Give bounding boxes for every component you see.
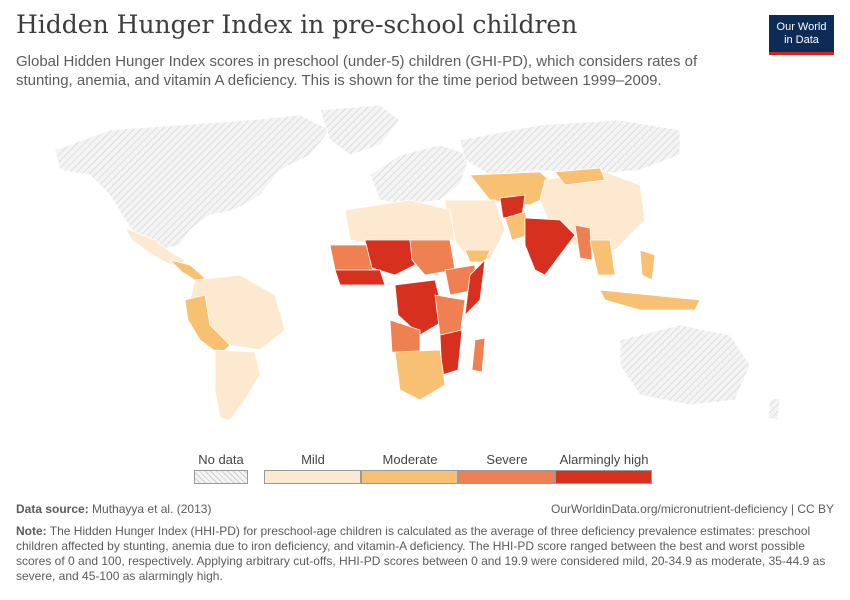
legend-swatch-moderate[interactable] (361, 470, 458, 484)
legend-label-moderate: Moderate (382, 452, 438, 467)
region-southern-africa[interactable] (394, 349, 446, 401)
legend-label-mild: Mild (301, 452, 325, 467)
region-central-america[interactable] (169, 259, 206, 283)
logo-line-1: Our World (776, 20, 827, 33)
chart-subtitle: Global Hidden Hunger Index scores in pre… (16, 53, 698, 89)
region-central-africa[interactable] (394, 279, 446, 336)
region-east-africa[interactable] (434, 294, 466, 336)
region-chad-sudan[interactable] (409, 239, 456, 276)
footnote: Note: The Hidden Hunger Index (HHI-PD) f… (16, 524, 834, 584)
region-indochina[interactable] (589, 239, 616, 276)
region-indonesia[interactable] (599, 289, 701, 311)
region-philippines[interactable] (639, 249, 656, 281)
note-text: The Hidden Hunger Index (HHI-PD) for pre… (16, 524, 826, 583)
region-peru-bolivia[interactable] (184, 294, 231, 356)
logo-line-2: in Data (784, 33, 819, 46)
region-south-america-south[interactable] (214, 349, 261, 421)
legend-swatch-severe[interactable] (458, 470, 555, 484)
region-madagascar[interactable] (471, 337, 486, 373)
region-west-africa-alarming[interactable] (334, 269, 386, 286)
region-yemen[interactable] (464, 249, 491, 263)
footer: Data source: Muthayya et al. (2013) OurW… (16, 502, 834, 584)
source-link[interactable]: Muthayya et al. (2013) (92, 502, 212, 516)
region-new-zealand[interactable] (767, 397, 781, 421)
source-label: Data source: (16, 502, 89, 516)
region-sahel-alarming[interactable] (364, 239, 416, 276)
owid-logo[interactable]: Our World in Data (769, 15, 834, 55)
legend-swatch-mild[interactable] (264, 470, 361, 484)
region-australia[interactable] (619, 324, 751, 406)
region-greenland[interactable] (319, 104, 401, 156)
region-myanmar[interactable] (574, 224, 593, 261)
legend-label-alarming: Alarmingly high (559, 452, 649, 467)
chart-title: Hidden Hunger Index in pre-school childr… (16, 10, 578, 39)
region-north-africa[interactable] (344, 199, 456, 246)
region-mozambique[interactable] (439, 329, 463, 376)
region-somalia[interactable] (464, 259, 486, 316)
legend-swatch-no-data[interactable] (194, 470, 248, 484)
data-source: Data source: Muthayya et al. (2013) (16, 502, 211, 516)
region-north-america[interactable] (54, 114, 331, 251)
owid-url[interactable]: OurWorldinData.org/micronutrient-deficie… (551, 502, 834, 516)
legend-label-no-data: No data (198, 452, 244, 467)
note-label: Note: (16, 524, 47, 538)
legend-label-severe: Severe (486, 452, 528, 467)
region-mongolia[interactable] (554, 167, 606, 186)
map-legend: No data Mild Moderate Severe Alarmingly … (0, 450, 850, 490)
legend-swatch-alarming[interactable] (555, 470, 652, 484)
world-map (54, 104, 781, 421)
region-india[interactable] (524, 217, 576, 276)
region-russia[interactable] (459, 119, 681, 176)
region-europe[interactable] (369, 144, 471, 206)
